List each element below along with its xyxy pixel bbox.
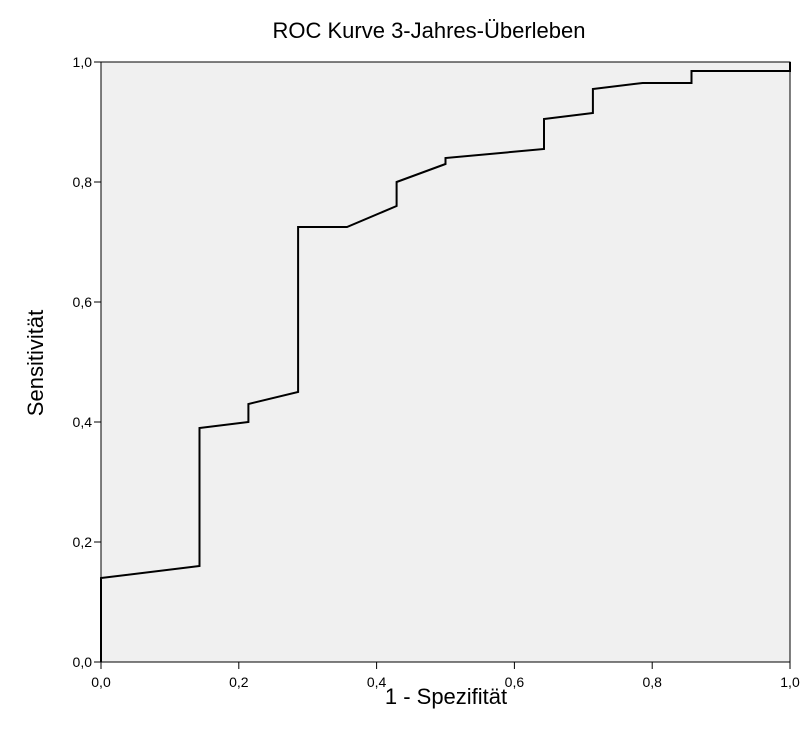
chart-title: ROC Kurve 3-Jahres-Überleben (272, 18, 585, 43)
x-tick-label: 1,0 (780, 674, 800, 690)
x-axis: 0,0 0,2 0,4 0,6 0,8 1,0 (91, 662, 800, 690)
y-tick-label: 0,8 (73, 174, 93, 190)
x-tick-label: 0,0 (91, 674, 111, 690)
x-tick-label: 0,2 (229, 674, 249, 690)
x-tick-label: 0,6 (505, 674, 525, 690)
y-tick-label: 0,2 (73, 534, 93, 550)
y-tick-label: 1,0 (73, 54, 93, 70)
y-axis: 0,0 0,2 0,4 0,6 0,8 1,0 (73, 54, 101, 670)
x-axis-label: 1 - Spezifität (385, 684, 507, 709)
y-tick-label: 0,6 (73, 294, 93, 310)
plot-area (100, 61, 791, 663)
roc-curve-line (100, 62, 791, 662)
x-tick-label: 0,4 (367, 674, 387, 690)
y-axis-label: Sensitivität (23, 310, 48, 416)
y-tick-label: 0,0 (73, 654, 93, 670)
x-tick-label: 0,8 (642, 674, 662, 690)
y-tick-label: 0,4 (73, 414, 93, 430)
